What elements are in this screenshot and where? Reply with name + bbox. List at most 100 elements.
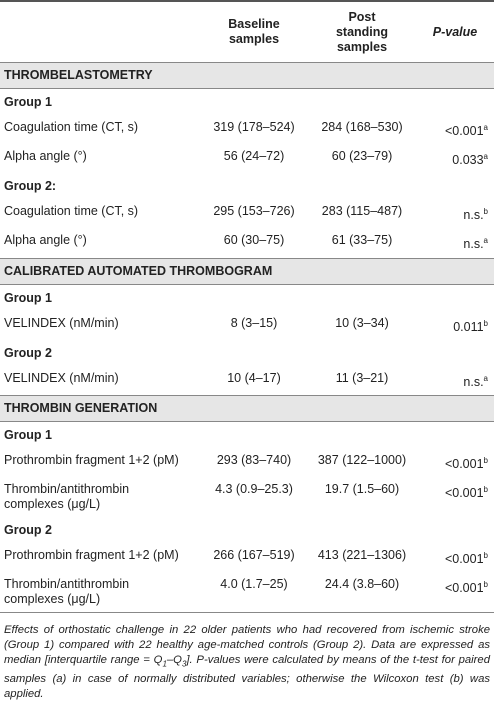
p-value-test: b (483, 207, 488, 217)
label-line: VELINDEX (nM/min) (4, 315, 119, 330)
p-value-test: a (483, 152, 488, 162)
data-row: VELINDEX (nM/min) 10 (4–17) 11 (3–21) n.s.a (0, 366, 494, 396)
group-row: Group 2 (0, 517, 494, 543)
label-line: Thrombin/antithrombin (4, 577, 130, 592)
p-value-test: b (483, 455, 488, 465)
label-line: Coagulation time (CT, s) (4, 204, 139, 219)
section-row: THROMBELASTOMETRY (0, 62, 494, 89)
label-line: complexes (μg/L) (4, 592, 101, 607)
label-line: VELINDEX (nM/min) (4, 370, 119, 385)
group-row: Group 1 (0, 421, 494, 448)
p-value-cell: <0.001b (416, 572, 494, 612)
footnote-text: –Q (166, 654, 182, 667)
p-value-test: b (483, 485, 488, 495)
post-value: 19.7 (1.5–60) (324, 482, 400, 497)
header-label (0, 0, 200, 63)
label-line: Prothrombin fragment 1+2 (pM) (4, 452, 179, 467)
table-header: Baseline samples Post standing samples P… (0, 0, 494, 63)
p-value-cell: 0.033a (416, 144, 494, 173)
group-title: Group 1 (4, 290, 52, 305)
row-label: Thrombin/antithrombin complexes (μg/L) (0, 477, 200, 517)
row-label: VELINDEX (nM/min) (0, 366, 200, 396)
post-value: 284 (168–530) (321, 120, 403, 134)
p-value-cell: 0.011b (416, 311, 494, 340)
p-value-cell: n.s.a (416, 366, 494, 396)
p-value: <0.001 (444, 486, 484, 501)
header-row: Baseline samples Post standing samples P… (0, 0, 494, 63)
header-text: Baseline samples (228, 17, 280, 46)
group-row: Group 1 (0, 284, 494, 311)
footnote: Effects of orthostatic challenge in 22 o… (0, 612, 494, 701)
data-row: VELINDEX (nM/min) 8 (3–15) 10 (3–34) 0.011b (0, 311, 494, 340)
label-line: Coagulation time (CT, s) (4, 120, 139, 134)
group-title: Group 1 (4, 427, 52, 442)
row-label: VELINDEX (nM/min) (0, 311, 200, 340)
p-value: 0.011 (453, 319, 484, 334)
row-label: Coagulation time (CT, s) (0, 115, 200, 144)
group-row: Group 1 (0, 89, 494, 116)
label-line: Alpha angle (°) (4, 233, 87, 248)
label-line: complexes (μg/L) (4, 497, 101, 512)
row-label: Alpha angle (°) (0, 144, 200, 173)
p-value: n.s. (463, 237, 484, 252)
section-title: THROMBIN GENERATION (0, 394, 494, 422)
data-row: Prothrombin fragment 1+2 (pM) 293 (83–740… (0, 448, 494, 477)
p-value-cell: n.s.b (416, 199, 494, 228)
p-value-test: b (483, 580, 488, 590)
group-title: Group 2 (4, 523, 52, 538)
p-value: n.s. (463, 374, 484, 389)
data-row: Thrombin/antithrombin complexes (μg/L) 4.0… (0, 572, 494, 612)
post-value: 11 (3–21) (335, 370, 389, 385)
row-label: Prothrombin fragment 1+2 (pM) (0, 543, 200, 572)
table: Baseline samples Post standing samples P… (0, 0, 494, 612)
p-value: 0.033 (452, 153, 484, 168)
p-value-cell: <0.001b (416, 448, 494, 477)
p-value: <0.001 (444, 124, 484, 139)
baseline-value: 10 (4–17) (227, 370, 281, 385)
data-row: Prothrombin fragment 1+2 (pM) 266 (167–51… (0, 543, 494, 572)
baseline-value: 295 (153–726) (213, 204, 295, 219)
baseline-value: 319 (178–524) (213, 120, 295, 134)
section-row: THROMBIN GENERATION (0, 394, 494, 422)
data-row: Coagulation time (CT, s) 319 (178–524) 284… (0, 115, 494, 144)
section-row: CALIBRATED AUTOMATED THROMBOGRAM (0, 257, 494, 285)
row-label: Coagulation time (CT, s) (0, 199, 200, 228)
baseline-value: 4.3 (0.9–25.3) (215, 482, 293, 497)
post-value: 283 (115–487) (321, 204, 403, 219)
baseline-value: 293 (83–740) (216, 452, 292, 467)
post-value: 24.4 (3.8–60) (324, 577, 400, 592)
group-title: Group 1 (4, 95, 52, 109)
post-value: 413 (221–1306) (317, 548, 407, 563)
row-label: Prothrombin fragment 1+2 (pM) (0, 448, 200, 477)
data-row: Alpha angle (°) 60 (30–75) 61 (33–75) n.s.a (0, 228, 494, 258)
p-value-test: b (483, 318, 488, 328)
p-value-cell: <0.001b (416, 477, 494, 517)
p-value: <0.001 (444, 457, 484, 472)
p-value: n.s. (463, 208, 484, 223)
p-value-cell: <0.001b (416, 543, 494, 572)
baseline-value: 56 (24–72) (223, 149, 285, 164)
p-value-cell: n.s.a (416, 228, 494, 258)
p-value-cell: <0.001a (416, 115, 494, 144)
group-row: Group 2: (0, 173, 494, 199)
p-value: <0.001 (444, 552, 484, 567)
header-cell: P-value (416, 0, 494, 63)
row-label: Thrombin/antithrombin complexes (μg/L) (0, 572, 200, 612)
p-value-test: a (483, 373, 488, 383)
group-title: Group 2 (4, 345, 52, 360)
data-row: Coagulation time (CT, s) 295 (153–726) 283… (0, 199, 494, 228)
post-value: 387 (122–1000) (317, 452, 407, 467)
post-value: 61 (33–75) (331, 233, 393, 248)
header-cell: Post standing samples (308, 0, 416, 63)
data-row: Thrombin/antithrombin complexes (μg/L) 4.3… (0, 477, 494, 517)
p-value: <0.001 (444, 581, 484, 596)
post-value: 10 (3–34) (335, 315, 389, 330)
p-value-test: a (483, 123, 488, 132)
section-title: THROMBELASTOMETRY (0, 62, 494, 89)
header-text: P-value (432, 24, 478, 39)
baseline-value: 4.0 (1.7–25) (220, 577, 288, 592)
label-line: Alpha angle (°) (4, 149, 87, 164)
label-line: Thrombin/antithrombin (4, 482, 130, 497)
row-label: Alpha angle (°) (0, 228, 200, 258)
baseline-value: 266 (167–519) (213, 548, 295, 563)
